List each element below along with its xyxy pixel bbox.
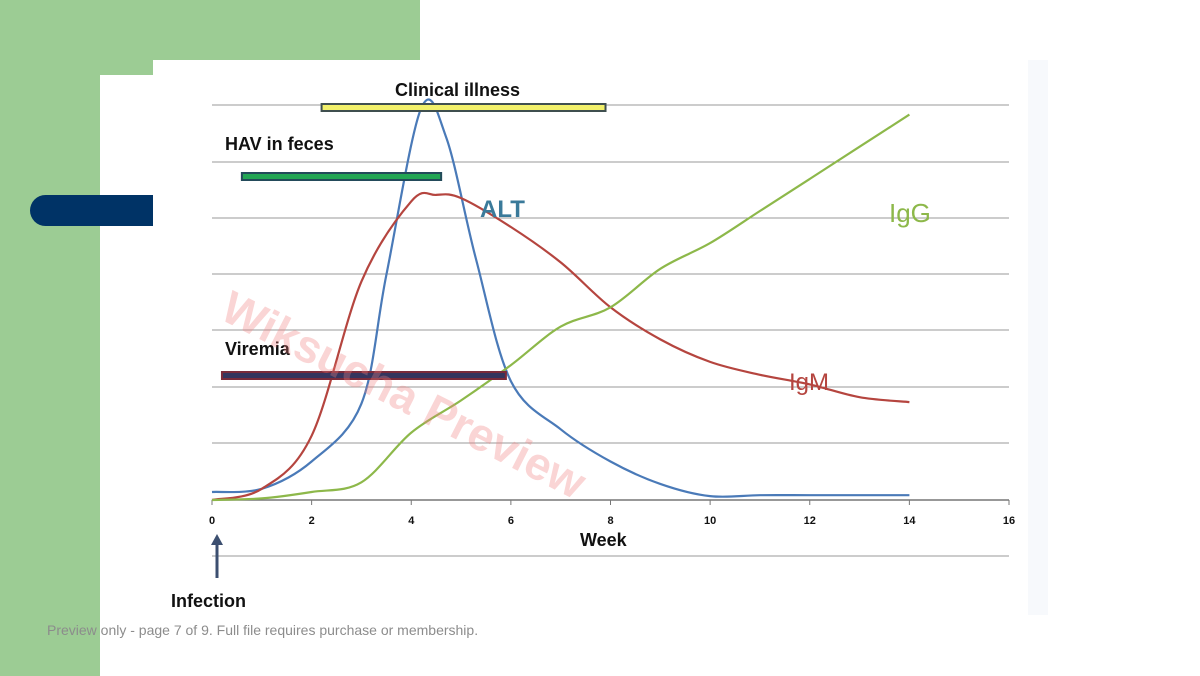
series-label-alt: ALT <box>480 196 525 223</box>
x-tick-label: 16 <box>1003 515 1015 527</box>
series-line-igm <box>211 191 910 502</box>
infection-arrow-icon <box>211 534 223 578</box>
x-tick-label: 14 <box>903 515 916 527</box>
chart-edge-strip <box>1028 60 1048 615</box>
x-tick-label: 0 <box>209 515 215 527</box>
x-tick-label: 12 <box>804 515 816 527</box>
x-axis-title: Week <box>580 530 628 550</box>
green-background-left <box>0 0 100 676</box>
x-tick-label: 6 <box>508 515 514 527</box>
period-label-clinical-illness: Clinical illness <box>395 80 520 100</box>
chart-series-lines <box>211 98 910 502</box>
period-bar-viremia <box>220 371 507 380</box>
hepatitis-a-chart: 0 2 4 6 8 10 12 14 16 Clinical illness HAV in fe… <box>171 80 1015 611</box>
preview-footer-note: Preview only - page 7 of 9. Full file re… <box>47 622 479 638</box>
watermark-text: Wiksucha Preview <box>213 281 594 509</box>
period-bars <box>220 103 607 380</box>
x-tick-label: 10 <box>704 515 716 527</box>
x-tick-label: 8 <box>607 515 613 527</box>
x-tick-label: 4 <box>408 515 415 527</box>
series-line-alt <box>211 98 910 498</box>
period-label-hav-in-feces: HAV in feces <box>225 134 334 154</box>
infection-label: Infection <box>171 591 246 611</box>
series-label-igm: IgM <box>789 369 829 396</box>
period-bar-clinical-illness <box>320 103 607 112</box>
series-line-igg <box>211 113 910 502</box>
period-label-viremia: Viremia <box>225 339 291 359</box>
series-label-igg: IgG <box>889 198 931 228</box>
x-tick-label: 2 <box>309 515 315 527</box>
watermark: Wiksucha Preview <box>213 281 594 509</box>
period-bar-hav-in-feces <box>240 172 443 181</box>
chart-gridlines <box>212 104 1009 557</box>
x-axis-ticks: 0 2 4 6 8 10 12 14 16 <box>209 500 1015 527</box>
chart-image-background <box>153 60 1048 615</box>
